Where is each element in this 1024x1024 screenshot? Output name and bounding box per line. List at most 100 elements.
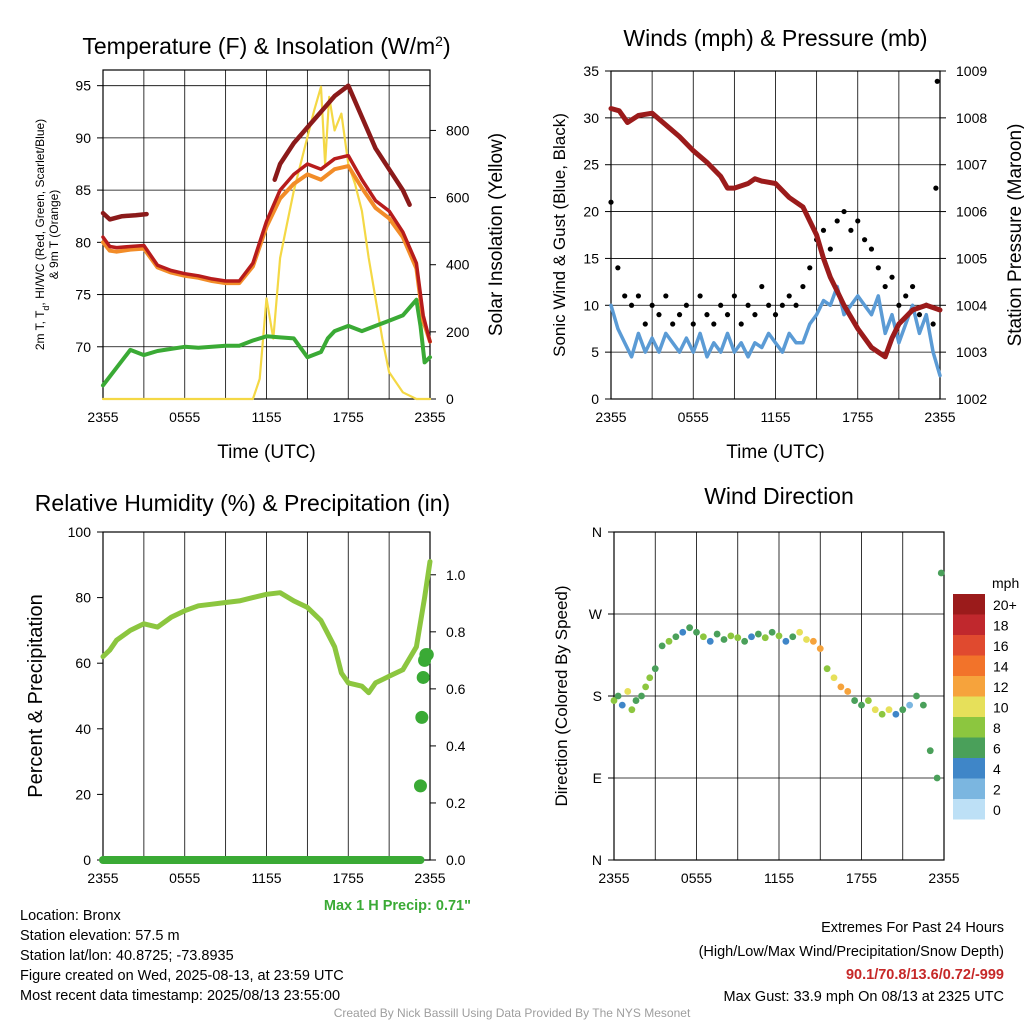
gust-dot [745, 302, 751, 308]
gust-dot [793, 302, 799, 308]
y2-tick-label: 1003 [956, 344, 987, 360]
gust-dot [903, 293, 909, 299]
wind-direction-dot [614, 692, 622, 700]
gust-dot [779, 302, 785, 308]
y2-tick-label: 400 [446, 257, 470, 273]
x-tick-label: 0555 [169, 409, 200, 425]
wind-direction-dot [624, 688, 632, 695]
legend-swatch [953, 799, 985, 820]
gust-dot [934, 78, 940, 84]
legend-swatch [953, 758, 985, 779]
gust-dot [635, 293, 642, 299]
gust-dot [841, 208, 847, 215]
wind-direction-dot [937, 569, 945, 577]
y-tick-label: 10 [583, 297, 599, 313]
legend-swatch [953, 696, 985, 717]
wind-direction-dot [720, 636, 728, 643]
y2-tick-label: 600 [446, 190, 470, 206]
gust-dot [738, 321, 744, 327]
speed-legend: mph 20+ 18 16 14 12 10 8 6 4 2 0 [953, 575, 1019, 820]
extremes-title: Extremes For Past 24 Hours [821, 920, 1004, 936]
x-tick-label: 1155 [760, 409, 790, 425]
x-tick-label: 1155 [764, 870, 794, 886]
y2-tick-label: 200 [446, 324, 470, 340]
gust-dot [704, 312, 710, 318]
legend-label: 16 [993, 638, 1009, 654]
x-tick-label: 0555 [169, 870, 200, 886]
gust-dot [772, 312, 779, 318]
legend-label: 2 [993, 782, 1001, 798]
wind-direction-dot [789, 633, 797, 641]
y-tick-label: 15 [583, 250, 599, 266]
gust-dot [909, 283, 916, 290]
panel-1: 2355 0555 1155 1755 2355 70 75 80 85 90 95 0 200 400 6… [33, 33, 507, 463]
info-elevation: Station elevation: 57.5 m [20, 928, 180, 944]
gust-dot [676, 312, 683, 318]
legend-label: 6 [993, 741, 1001, 757]
gust-dot [855, 218, 861, 224]
x-tick-label: 1155 [251, 870, 281, 886]
y2-tick-label: 1005 [956, 250, 987, 266]
legend-swatch [953, 594, 985, 615]
info-recent: Most recent data timestamp: 2025/08/13 2… [20, 988, 341, 1004]
gust-dot [875, 265, 881, 271]
x-tick-label: 1755 [333, 409, 364, 425]
wind-direction-dot [858, 701, 865, 709]
y-tick-label: E [593, 770, 602, 786]
y-axis-label: Sonic Wind & Gust (Blue, Black) [550, 113, 569, 357]
wind-direction-dot [638, 692, 645, 700]
gust-dot [848, 227, 854, 233]
y-tick-label: 80 [75, 590, 91, 606]
y-tick-label: W [589, 606, 603, 622]
y2-tick-label: 0.0 [446, 852, 466, 868]
gust-dot [711, 321, 717, 327]
y2-tick-label: 0.8 [446, 624, 466, 640]
wind-direction-dot [741, 637, 749, 645]
wind-direction-dot [761, 634, 769, 642]
info-latlon: Station lat/lon: 40.8725; -73.8935 [20, 948, 234, 964]
legend-label: 8 [993, 720, 1001, 736]
gust-dot [933, 185, 939, 191]
gust-dot [718, 302, 724, 308]
x-tick-label: 0555 [678, 409, 709, 425]
y2-tick-label: 0.4 [446, 738, 466, 754]
wind-direction-dot [885, 706, 893, 714]
y-axis-label-2: & 9m T (Orange) [47, 190, 61, 280]
panel-2: 2355 0555 1155 1755 2355 0 5 10 15 20 25 30 35 1002 10… [550, 25, 1024, 463]
wind-direction-dot [706, 637, 714, 645]
wind-direction-dot [754, 630, 762, 638]
legend-label: 0 [993, 802, 1001, 818]
x-tick-label: 2355 [414, 409, 445, 425]
y-tick-label: S [593, 688, 602, 704]
y-tick-label: 95 [75, 78, 91, 94]
y-tick-label: N [592, 852, 602, 868]
gust-dot [752, 312, 758, 318]
wind-direction-dot [713, 630, 721, 638]
gust-dot [656, 312, 662, 318]
wind-direction-dot [844, 688, 852, 695]
wind-direction-dot [734, 634, 742, 642]
precip-dot [416, 670, 430, 684]
wind-direction-dot [665, 637, 673, 645]
gust-dot [622, 293, 628, 299]
precip-dot [413, 779, 427, 793]
y2-tick-label: 800 [446, 122, 470, 138]
extremes-max-gust: Max Gust: 33.9 mph On 08/13 at 2325 UTC [723, 989, 1004, 1005]
chart-title: Wind Direction [704, 483, 854, 509]
gust-dot [800, 283, 806, 290]
gust-dot [820, 227, 827, 233]
y2-tick-label: 1009 [956, 63, 987, 79]
gust-dot [834, 218, 840, 224]
wind-direction-dot [809, 637, 817, 645]
y-tick-label: 75 [75, 287, 91, 303]
x-tick-label: 2355 [598, 870, 629, 886]
wind-direction-dot [906, 701, 914, 709]
wind-direction-dot [642, 683, 650, 691]
wind-direction-dot [727, 632, 735, 640]
x-axis-label: Time (UTC) [217, 442, 316, 463]
wind-direction-dot [823, 665, 831, 673]
precip-dot [420, 648, 434, 662]
y2-axis-label: Solar Insolation (Yellow) [486, 133, 507, 336]
wind-direction-dot [658, 642, 666, 650]
y-tick-label: 85 [75, 182, 91, 198]
